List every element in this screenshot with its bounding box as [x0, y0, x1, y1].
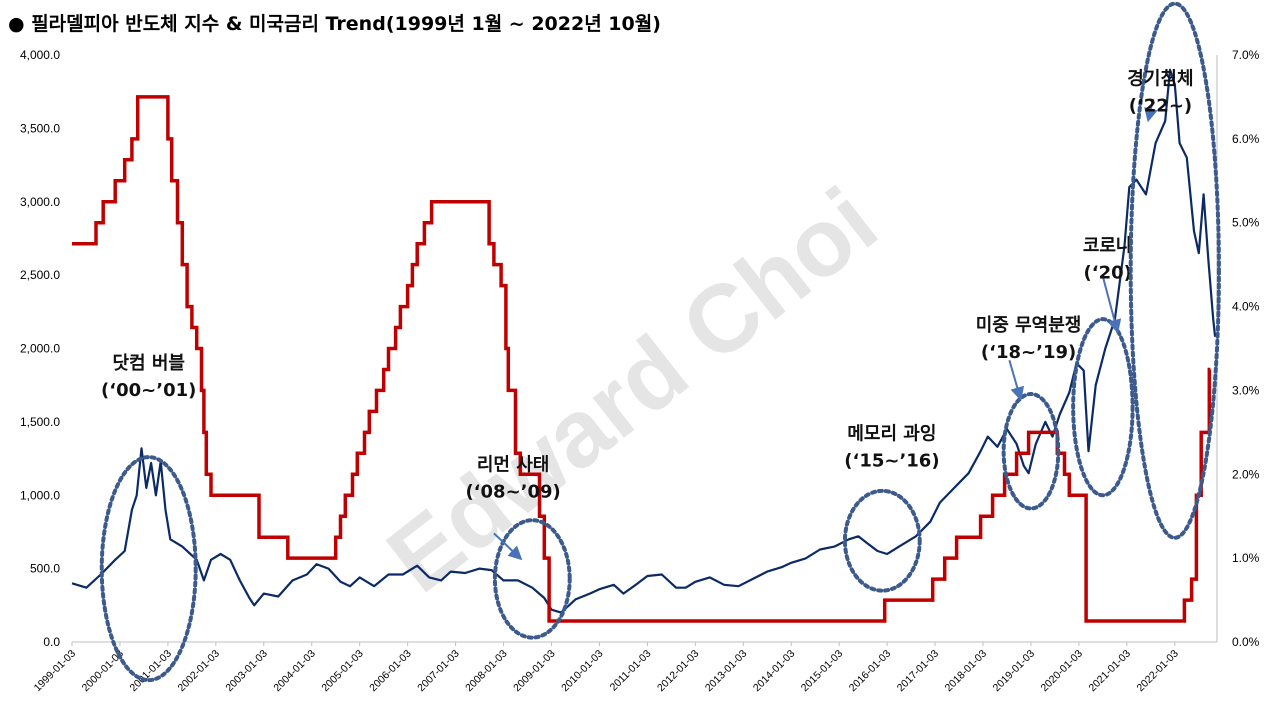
annotation-layer: 닷컴 버블 (‘00~’01) 리먼 사태 (‘08~’09) 메모리 과잉 (‘15~’… — [99, 1, 1221, 683]
annotation-label: (‘00~’01) — [101, 380, 196, 401]
y-right-tick-label: 4.0% — [1232, 300, 1260, 314]
x-tick-label: 2019-01-03 — [991, 648, 1038, 695]
series-layer — [71, 68, 1217, 623]
y-left-tick-label: 3,500.0 — [20, 121, 60, 135]
x-tick-label: 2009-01-03 — [511, 648, 558, 695]
y-right-tick-label: 2.0% — [1232, 467, 1260, 481]
x-tick-label: 2007-01-03 — [415, 648, 462, 695]
y-left-tick-label: 1,500.0 — [20, 415, 60, 429]
x-tick-label: 2005-01-03 — [319, 648, 366, 695]
x-tick-label: 2003-01-03 — [223, 648, 270, 695]
x-tick-label: 2018-01-03 — [943, 648, 990, 695]
x-tick-label: 2006-01-03 — [367, 648, 414, 695]
y-left-tick-label: 3,000.0 — [20, 195, 60, 209]
y-right-tick-label: 1.0% — [1232, 551, 1260, 565]
watermark: Edward Choi — [368, 167, 896, 613]
y-right-tick-label: 5.0% — [1232, 216, 1260, 230]
annotation-label: (‘15~’16) — [844, 450, 939, 471]
x-tick-label: 2020-01-03 — [1039, 648, 1086, 695]
y-left-tick-label: 4,000.0 — [20, 48, 60, 62]
annotation-label: (‘18~’19) — [981, 342, 1076, 363]
annotation-label: 경기침체 — [1127, 68, 1193, 89]
annotation-arrow — [1144, 98, 1158, 123]
event-ellipse — [99, 455, 198, 683]
event-ellipse — [1128, 1, 1221, 540]
event-ellipse — [1071, 317, 1135, 498]
y-right-tick-label: 0.0% — [1232, 635, 1260, 649]
x-tick-label: 2013-01-03 — [703, 648, 750, 695]
chart-title: ● 필라델피아 반도체 지수 & 미국금리 Trend(1999년 1월 ~ 2… — [8, 13, 661, 35]
y-right-tick-label: 3.0% — [1232, 383, 1260, 397]
x-tick-label: 2012-01-03 — [655, 648, 702, 695]
x-tick-label: 2008-01-03 — [463, 648, 510, 695]
x-tick-label: 1999-01-03 — [32, 648, 79, 695]
x-tick-label: 2010-01-03 — [559, 648, 606, 695]
x-tick-label: 2004-01-03 — [271, 648, 318, 695]
annotation-label: (‘20) — [1084, 263, 1132, 284]
annotation-label: 닷컴 버블 — [112, 353, 185, 374]
annotation-arrow — [1101, 276, 1122, 334]
x-tick-label: 2021-01-03 — [1087, 648, 1134, 695]
sox-series-line — [71, 68, 1217, 614]
annotation-label: (‘08~’09) — [465, 481, 560, 502]
x-tick-label: 2011-01-03 — [608, 648, 654, 694]
x-tick-label: 2016-01-03 — [847, 648, 894, 695]
x-tick-label: 2017-01-03 — [895, 648, 942, 695]
annotation-label: 리먼 사태 — [477, 454, 550, 475]
annotation-label: 미중 무역분쟁 — [976, 315, 1082, 336]
event-ellipse — [842, 488, 922, 593]
annotation-label: 코로나 — [1083, 236, 1133, 257]
y-left-tick-label: 2,500.0 — [20, 268, 60, 282]
y-right-tick-label: 6.0% — [1232, 132, 1260, 146]
x-tick-label: 2022-01-03 — [1134, 648, 1181, 695]
rate-series-line — [72, 95, 1212, 623]
event-ellipse — [1001, 391, 1061, 511]
y-left-tick-label: 500.0 — [30, 562, 60, 576]
watermark-layer: Edward Choi — [368, 167, 896, 613]
y-left-tick-label: 2,000.0 — [20, 342, 60, 356]
x-tick-label: 2014-01-03 — [751, 648, 798, 695]
y-right-tick-label: 7.0% — [1232, 48, 1260, 62]
event-ellipse — [492, 518, 572, 640]
annotation-arrow — [493, 532, 523, 561]
annotation-label: (‘22~) — [1129, 95, 1192, 116]
y-left-tick-label: 0.0 — [43, 635, 60, 649]
annotation-label: 메모리 과잉 — [847, 423, 936, 444]
annotation-arrow — [1008, 359, 1025, 402]
x-tick-label: 2015-01-03 — [799, 648, 846, 695]
x-tick-label: 2002-01-03 — [175, 648, 222, 695]
y-left-tick-label: 1,000.0 — [20, 488, 60, 502]
